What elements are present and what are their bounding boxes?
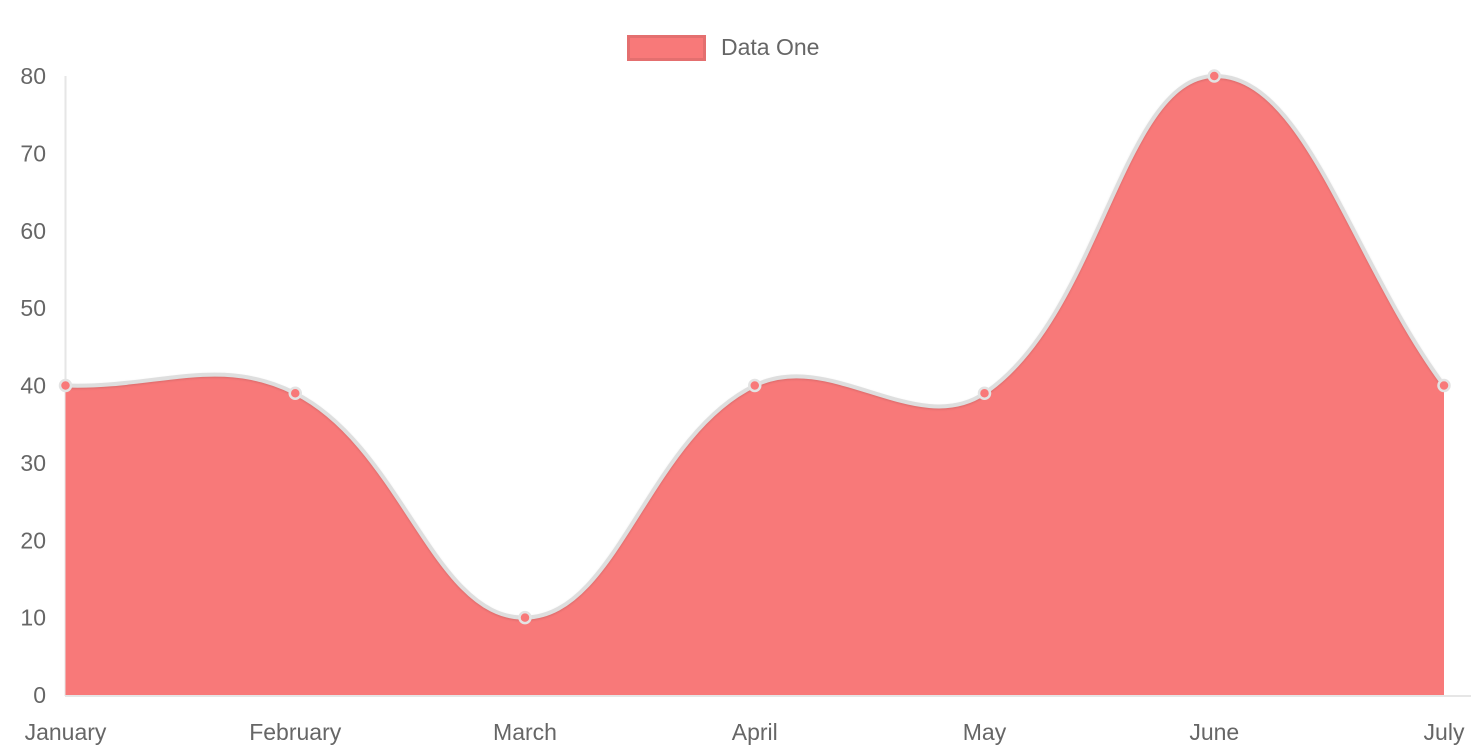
data-point-april[interactable] [748, 378, 762, 393]
y-tick-label: 40 [20, 373, 46, 399]
y-tick-label: 10 [20, 605, 46, 631]
y-tick-label: 0 [33, 682, 46, 708]
x-tick-label: April [732, 719, 778, 745]
y-tick-label: 50 [20, 295, 46, 321]
data-point-july[interactable] [1437, 378, 1451, 393]
x-tick-label: February [249, 719, 342, 745]
legend-label: Data One [721, 34, 820, 60]
data-point-february[interactable] [288, 386, 302, 400]
y-tick-label: 60 [20, 218, 46, 244]
series-area [65, 75, 1444, 696]
x-tick-label: July [1424, 719, 1465, 745]
y-tick-label: 70 [20, 140, 46, 166]
chart-legend: Data One [627, 34, 819, 61]
x-tick-label: March [493, 719, 557, 745]
y-tick-label: 80 [20, 63, 46, 89]
x-tick-label: January [25, 719, 107, 745]
data-point-january[interactable] [58, 378, 73, 393]
legend-item-data-one[interactable]: Data One [627, 34, 819, 61]
data-point-june[interactable] [1207, 69, 1221, 83]
data-point-march[interactable] [518, 610, 532, 625]
data-point-may[interactable] [977, 386, 992, 400]
legend-color-swatch [627, 34, 706, 61]
y-tick-label: 30 [20, 450, 46, 476]
x-tick-label: June [1189, 719, 1239, 745]
x-tick-label: May [963, 719, 1007, 745]
y-tick-label: 20 [20, 527, 46, 553]
